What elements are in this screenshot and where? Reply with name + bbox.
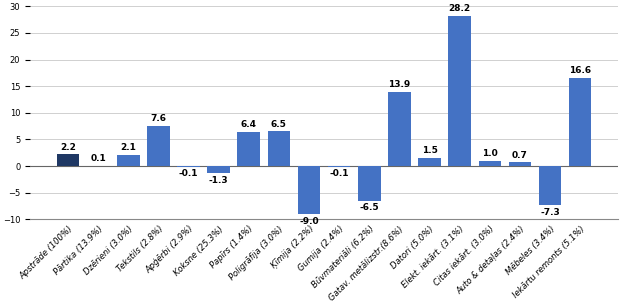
Text: 0.7: 0.7 [512,151,528,160]
Bar [177,166,200,167]
Bar [388,92,410,166]
Bar [207,166,230,173]
Bar [479,161,501,166]
Text: 1.0: 1.0 [482,149,497,158]
Text: 0.1: 0.1 [90,154,106,163]
Text: 6.4: 6.4 [241,120,257,129]
Text: 16.6: 16.6 [569,66,591,75]
Bar [569,78,591,166]
Text: 28.2: 28.2 [448,4,471,13]
Text: -9.0: -9.0 [299,217,319,226]
Text: 2.1: 2.1 [120,143,136,152]
Bar [358,166,381,201]
Text: -7.3: -7.3 [540,208,560,217]
Text: 1.5: 1.5 [422,146,437,156]
Text: 13.9: 13.9 [388,81,410,89]
Bar [297,166,320,214]
Bar [147,126,170,166]
Text: -6.5: -6.5 [360,203,379,212]
Bar [328,166,350,167]
Bar [268,131,290,166]
Bar [237,132,260,166]
Text: -1.3: -1.3 [209,176,229,185]
Bar [509,162,531,166]
Bar [419,158,441,166]
Text: -0.1: -0.1 [179,169,198,178]
Text: 7.6: 7.6 [150,114,166,123]
Bar [117,155,140,166]
Text: 6.5: 6.5 [271,120,287,129]
Bar [539,166,561,205]
Bar [57,154,79,166]
Text: -0.1: -0.1 [329,169,349,178]
Text: 2.2: 2.2 [60,143,76,152]
Bar [448,16,471,166]
